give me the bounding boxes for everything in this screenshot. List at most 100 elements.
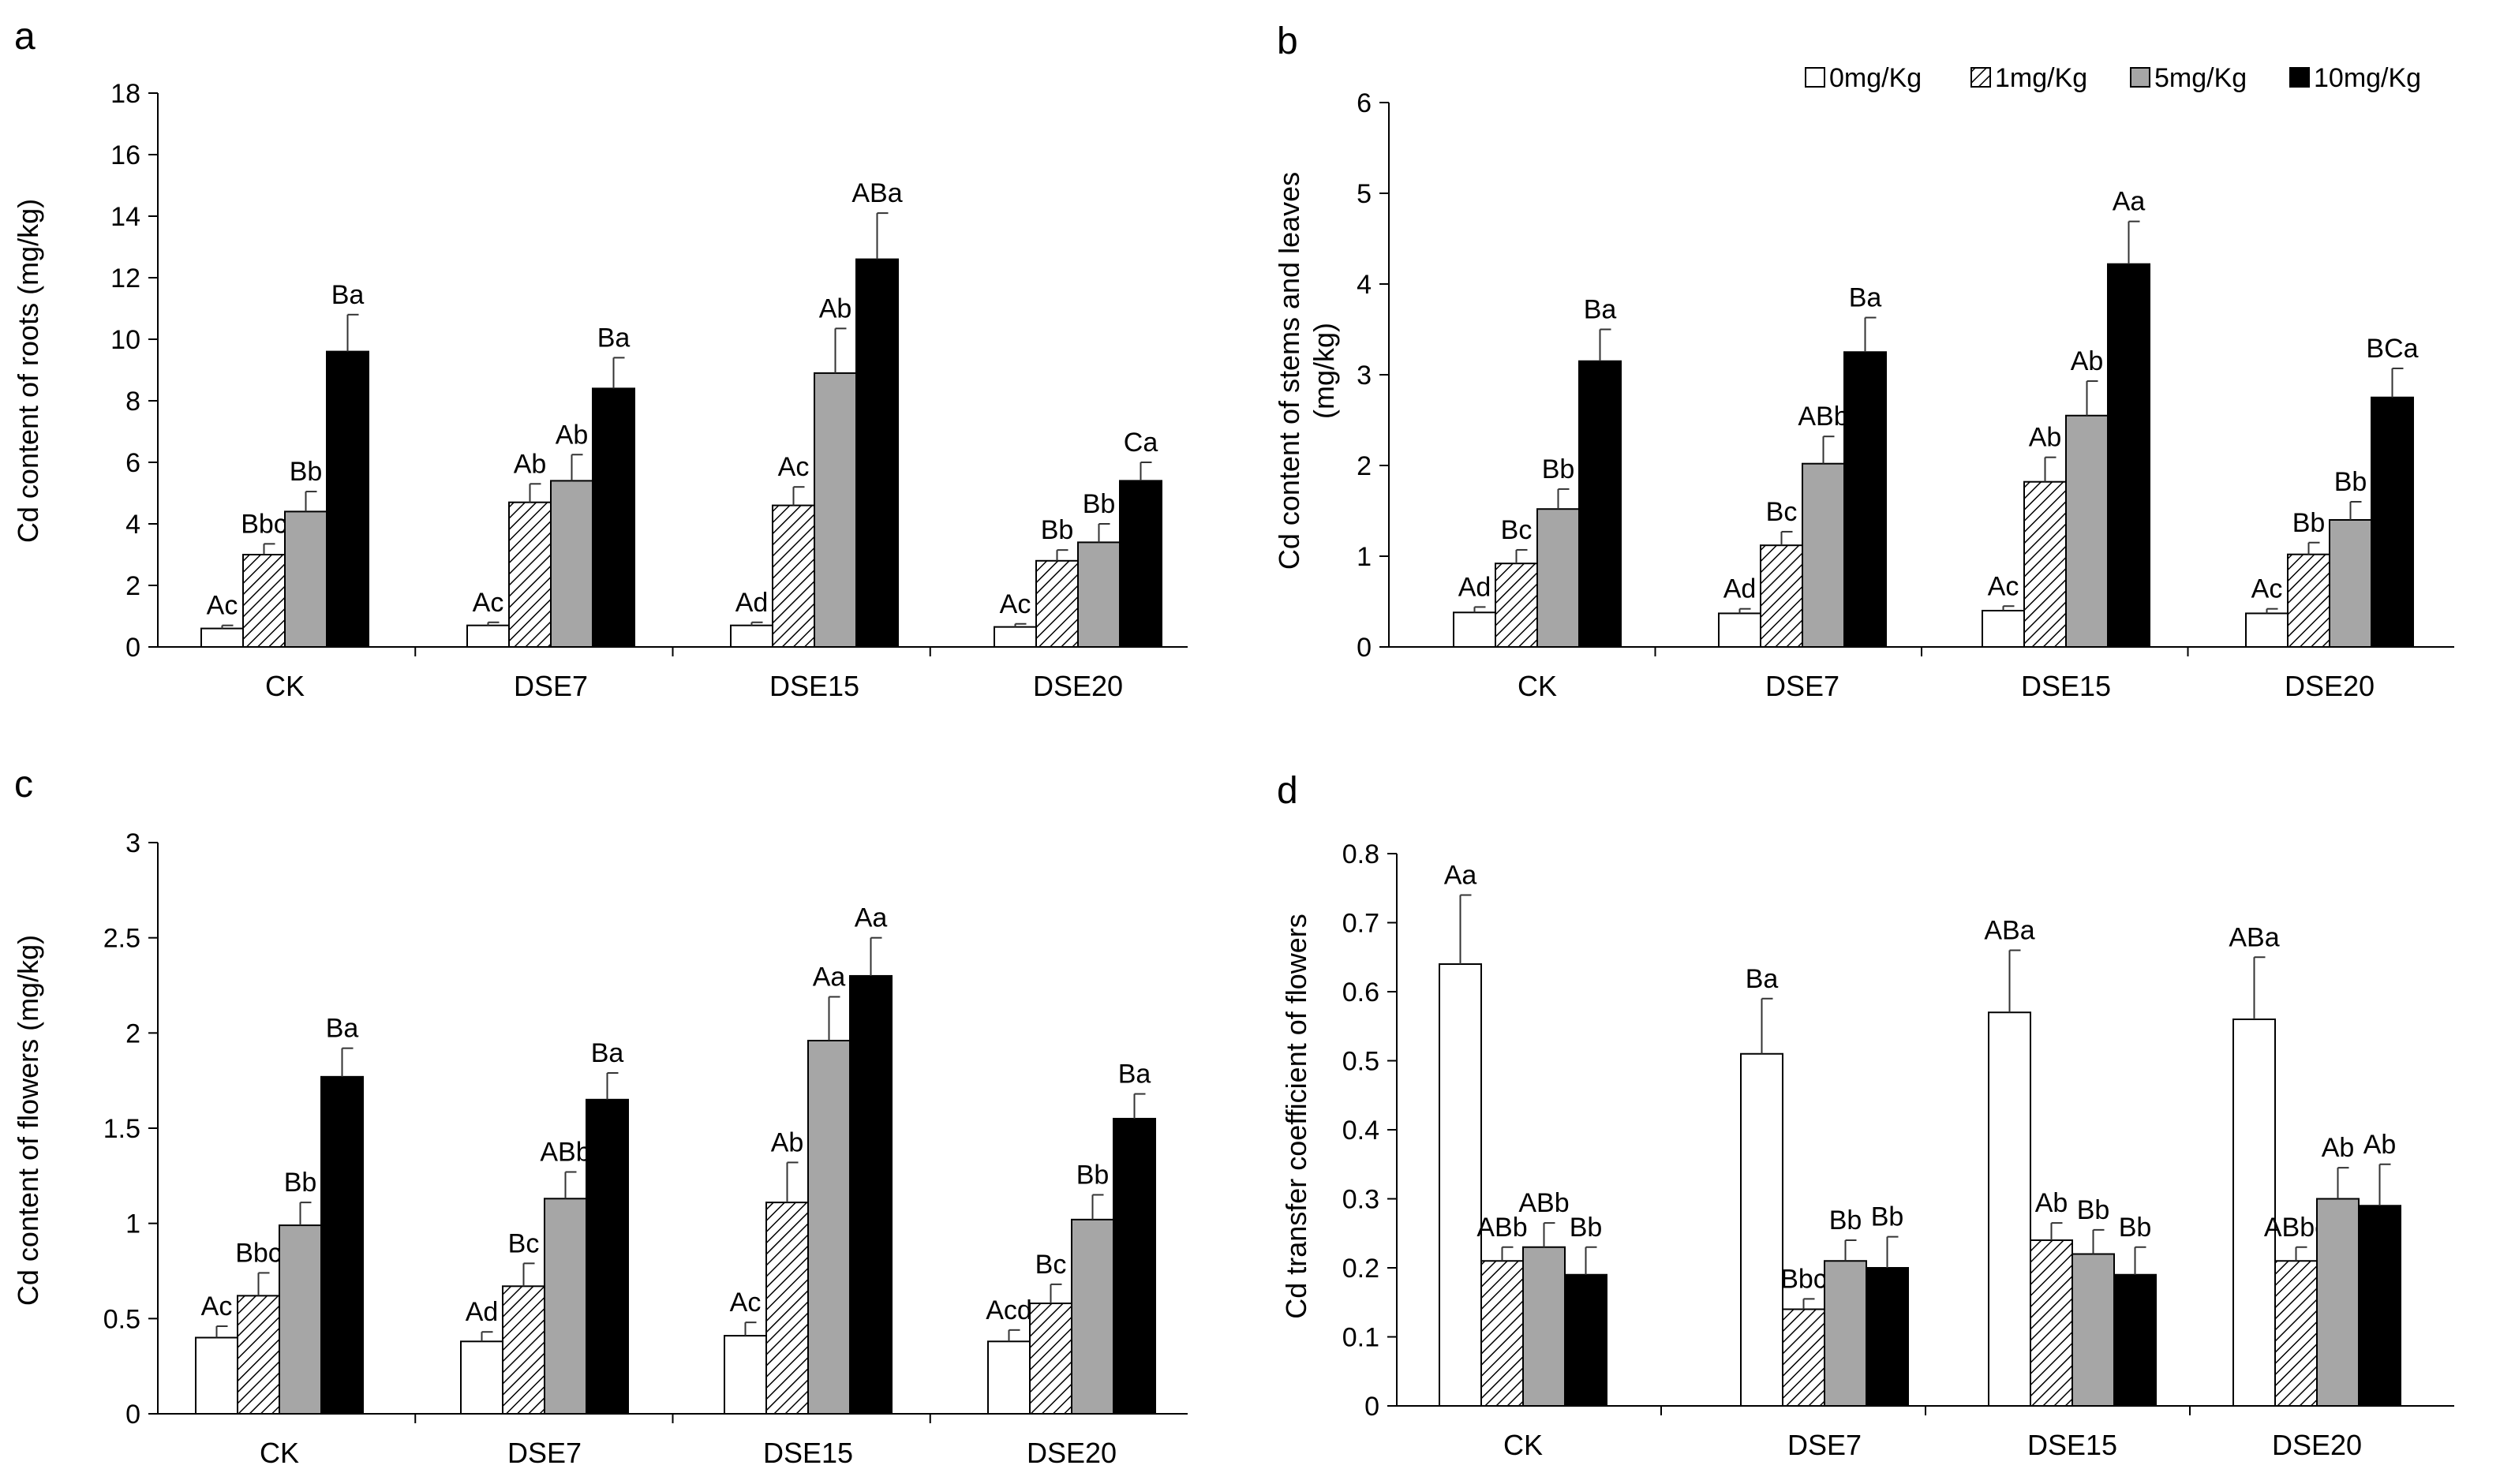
significance-label: Aa [855, 903, 888, 933]
panel-c: c 0 0.5 1 1.5 2 2.5 3 CK DSE7 DSE15 DSE20 Cd content… [12, 764, 1188, 1469]
significance-label: Ad [1723, 574, 1757, 604]
bar-dse20-5mg-kg [2329, 519, 2372, 648]
bar-ck-10mg-kg [320, 1075, 364, 1415]
y-tick-label: 5 [1357, 179, 1372, 209]
significance-label: Bc [1035, 1250, 1067, 1280]
bar-dse20-0mg-kg [2245, 612, 2289, 649]
bar-dse7-10mg-kg [1866, 1267, 1909, 1407]
x-category-label: DSE15 [2027, 1429, 2117, 1461]
significance-label: Bb [1871, 1202, 1904, 1232]
significance-label: Bb [2292, 508, 2326, 538]
x-category-label: DSE20 [2272, 1429, 2362, 1461]
legend-swatch [1970, 67, 1991, 88]
y-tick-label: 0 [125, 633, 140, 663]
significance-label: Ab [556, 420, 589, 450]
bar-dse15-10mg-kg [2113, 1273, 2157, 1407]
x-category-label: DSE20 [1033, 670, 1123, 702]
significance-label: Ad [466, 1297, 499, 1327]
significance-label: Ba [597, 323, 631, 353]
significance-label: Ba [1849, 283, 1882, 313]
legend-swatch [2130, 67, 2150, 88]
y-tick-label: 14 [110, 202, 140, 232]
legend-label: 1mg/Kg [1995, 63, 2087, 93]
significance-label: Bb [1041, 515, 1074, 545]
y-tick-label: 0.3 [1342, 1185, 1379, 1215]
y-tick-label: 0.5 [1342, 1047, 1379, 1077]
bar-dse20-0mg-kg [2232, 1019, 2276, 1407]
panel-letter: b [1277, 21, 1298, 62]
legend-label: 0mg/Kg [1829, 63, 1922, 93]
x-category-label: CK [260, 1437, 299, 1469]
significance-label: Bc [1501, 515, 1533, 545]
bar-dse7-1mg-kg [502, 1285, 545, 1415]
bar-dse7-5mg-kg [1824, 1260, 1867, 1407]
significance-label: Acd [986, 1295, 1032, 1325]
significance-label: Ba [326, 1014, 359, 1044]
y-tick-label: 2 [1357, 451, 1372, 481]
bar-dse20-1mg-kg [1029, 1303, 1072, 1415]
significance-label: Ba [1118, 1060, 1151, 1090]
bar-dse15-10mg-kg [855, 258, 899, 648]
x-category-label: CK [1503, 1429, 1543, 1461]
y-tick-label: 12 [110, 264, 140, 293]
significance-label: Bb [284, 1168, 317, 1198]
significance-label: Ab [2363, 1130, 2397, 1160]
significance-label: Ac [2251, 574, 2283, 604]
significance-label: Aa [2113, 187, 2146, 217]
significance-label: Bb [1542, 454, 1575, 484]
significance-label: Ab [514, 449, 547, 479]
x-category-label: DSE15 [763, 1437, 853, 1469]
bar-dse15-10mg-kg [2107, 263, 2150, 648]
legend-item: 0mg/Kg [1805, 63, 1922, 93]
significance-label: Bb [1829, 1206, 1862, 1235]
significance-label: Ca [1124, 428, 1158, 458]
legend-item: 5mg/Kg [2130, 63, 2247, 93]
bar-ck-10mg-kg [326, 350, 369, 648]
x-category-label: CK [1518, 670, 1557, 702]
panel-a: a 0 2 4 6 8 10 12 14 16 18 CK DSE7 DSE15 DSE20 Cd conte… [12, 16, 1188, 702]
bar-ck-5mg-kg [1522, 1246, 1566, 1407]
significance-label: Bb [1570, 1213, 1603, 1243]
y-tick-label: 10 [110, 325, 140, 355]
y-tick-label: 0.6 [1342, 977, 1379, 1007]
bar-dse15-5mg-kg [2071, 1253, 2115, 1407]
bar-ck-5mg-kg [284, 510, 327, 649]
y-tick-label: 0.7 [1342, 909, 1379, 939]
significance-label: ABb [540, 1138, 590, 1168]
bar-dse7-0mg-kg [1718, 612, 1761, 649]
y-tick-label: 1 [125, 1209, 140, 1239]
y-axis-label: Cd content of flowers (mg/kg) [12, 935, 44, 1306]
significance-label: Ba [1584, 295, 1617, 325]
y-tick-label: 6 [1357, 88, 1372, 118]
bar-dse7-0mg-kg [460, 1340, 503, 1415]
x-category-label: DSE15 [769, 670, 859, 702]
significance-label: Aa [813, 962, 846, 992]
y-tick-label: 4 [125, 510, 140, 540]
y-tick-label: 6 [125, 448, 140, 478]
bar-dse7-5mg-kg [1802, 462, 1845, 649]
bar-dse15-0mg-kg [724, 1335, 767, 1415]
panel-b: b 0 1 2 3 4 5 6 CK DSE7 DSE15 DSE20 Cd content of st… [1273, 21, 2454, 702]
bar-dse20-10mg-kg [2371, 396, 2414, 648]
bar-dse20-5mg-kg [2316, 1198, 2360, 1407]
legend-item: 1mg/Kg [1970, 63, 2087, 93]
significance-label: ABb [1476, 1213, 1527, 1243]
bar-ck-10mg-kg [1564, 1273, 1607, 1407]
panel-letter: a [14, 16, 36, 58]
bar-dse15-5mg-kg [2065, 414, 2109, 648]
significance-label: Bbc [235, 1238, 282, 1268]
y-tick-label: 0 [1357, 633, 1372, 663]
significance-label: Ad [1458, 572, 1491, 602]
y-tick-label: 0.8 [1342, 839, 1379, 869]
y-tick-label: 2 [125, 571, 140, 601]
bar-dse7-0mg-kg [1740, 1052, 1783, 1407]
bar-dse7-5mg-kg [550, 480, 593, 649]
legend-label: 10mg/Kg [2314, 63, 2421, 93]
bar-dse7-0mg-kg [466, 624, 510, 649]
significance-label: Ab [2035, 1188, 2068, 1218]
significance-label: Bb [2077, 1195, 2110, 1225]
significance-label: ABb [1518, 1188, 1569, 1218]
significance-label: Bb [1076, 1160, 1110, 1190]
bar-dse15-1mg-kg [765, 1202, 809, 1415]
